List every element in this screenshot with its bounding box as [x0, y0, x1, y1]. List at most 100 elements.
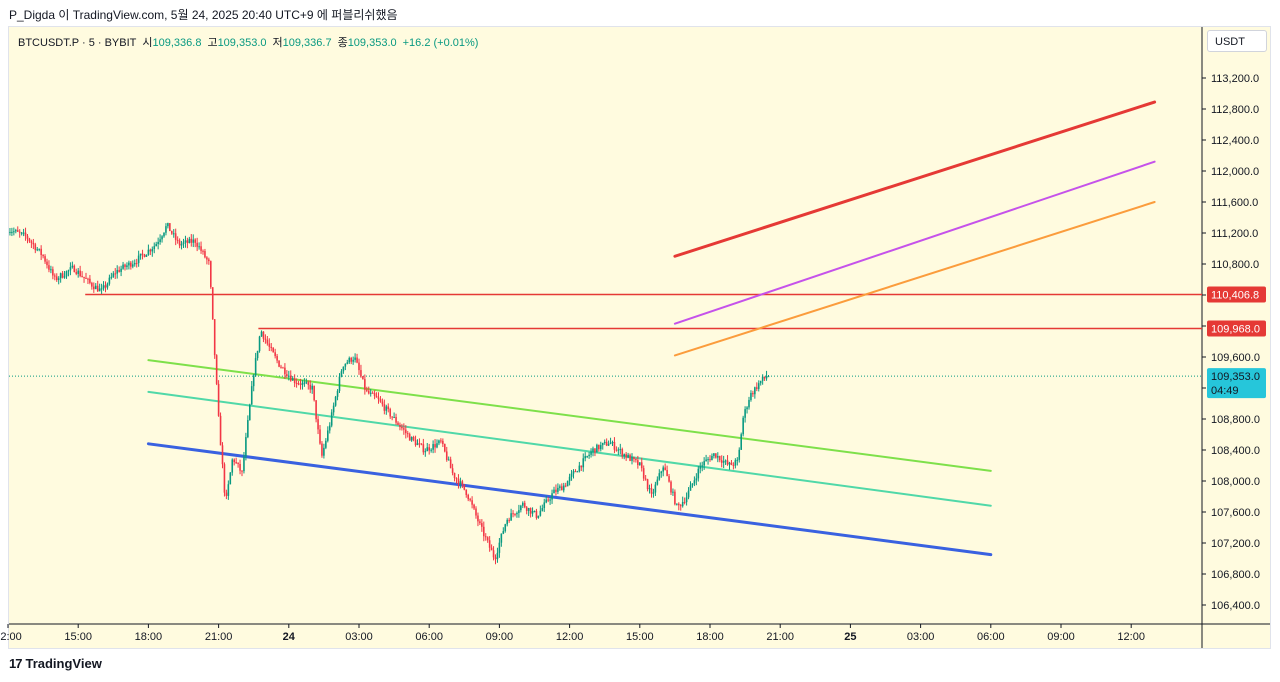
candle-body	[676, 503, 678, 505]
candle-body	[449, 459, 452, 469]
candle-body	[484, 536, 487, 538]
candle-body	[274, 352, 276, 357]
candle-body	[28, 238, 31, 242]
candle-body	[180, 244, 183, 246]
y-tick-label: 113,200.0	[1211, 73, 1259, 85]
candle-body	[332, 405, 335, 413]
symbol-label[interactable]: BTCUSDT.P · 5 · BYBIT	[18, 37, 137, 49]
candle-body	[479, 521, 481, 524]
candle-body	[377, 397, 380, 400]
candle-body	[574, 471, 577, 473]
candle-body	[623, 454, 625, 457]
candle-body	[445, 451, 448, 460]
candle-body	[442, 440, 444, 445]
candle-body	[301, 382, 304, 385]
candle-body	[278, 360, 280, 367]
candle-body	[715, 453, 717, 458]
candle-body	[631, 457, 633, 461]
x-tick-label: 03:00	[907, 631, 935, 643]
candle-body	[483, 526, 485, 537]
candle-body	[128, 262, 130, 266]
candle-body	[395, 417, 397, 423]
candle-body	[600, 445, 602, 450]
candle-body	[640, 462, 643, 469]
candle-body	[141, 253, 144, 255]
candle-body	[730, 462, 733, 465]
candle-body	[500, 533, 503, 543]
candle-body	[69, 267, 72, 271]
candle-body	[243, 456, 245, 472]
candle-body	[50, 269, 52, 271]
candle-body	[159, 239, 161, 242]
chart-pane[interactable]	[8, 26, 1271, 649]
candle-body	[412, 436, 415, 440]
candle-body	[149, 249, 152, 252]
candle-body	[165, 226, 167, 233]
currency-button[interactable]: USDT	[1207, 30, 1267, 52]
candle-body	[633, 457, 635, 460]
x-tick-label: 12:00	[556, 631, 584, 643]
candle-body	[96, 285, 99, 292]
candle-body	[364, 379, 366, 390]
candle-body	[122, 264, 124, 269]
candle-body	[229, 472, 232, 485]
candle-body	[311, 385, 313, 390]
candle-body	[297, 383, 300, 385]
candle-body	[405, 429, 407, 434]
candle-body	[174, 233, 177, 240]
candle-body	[110, 276, 113, 278]
candle-body	[453, 472, 456, 478]
candle-body	[204, 251, 206, 258]
y-tick-label: 108,800.0	[1211, 414, 1260, 426]
candle-body	[169, 223, 171, 232]
candle-body	[518, 510, 520, 513]
candle-body	[615, 449, 618, 451]
candle-body	[611, 441, 614, 443]
candle-body	[590, 451, 592, 455]
candle-body	[54, 275, 56, 277]
candle-body	[252, 375, 255, 387]
candle-body	[496, 552, 499, 560]
candle-body	[295, 383, 298, 385]
candle-body	[338, 376, 341, 391]
candle-body	[512, 513, 514, 515]
plot-area[interactable]	[7, 100, 1202, 565]
candle-body	[609, 442, 612, 445]
candle-body	[89, 278, 91, 283]
candle-body	[176, 239, 179, 241]
level-price-label: 109,968.0	[1211, 323, 1260, 335]
tradingview-logo[interactable]: 17 TradingView	[9, 656, 102, 671]
candle-body	[561, 486, 563, 491]
candle-body	[223, 464, 226, 493]
candle-body	[555, 489, 557, 492]
candle-body	[325, 440, 327, 448]
candle-body	[418, 443, 421, 445]
candle-body	[619, 449, 622, 451]
candle-body	[658, 473, 661, 480]
candle-body	[225, 492, 228, 496]
candle-body	[426, 447, 429, 452]
candle-body	[358, 362, 360, 371]
candle-body	[718, 455, 721, 461]
candle-body	[603, 441, 606, 443]
candle-body	[568, 476, 571, 482]
candle-body	[525, 507, 528, 511]
symbol-legend: BTCUSDT.P · 5 · BYBIT 시 109,336.8 고 109,35…	[18, 34, 478, 50]
candle-body	[260, 331, 263, 337]
candle-body	[709, 459, 711, 461]
candle-body	[147, 249, 150, 255]
candle-body	[527, 508, 530, 511]
candle-body	[57, 278, 60, 281]
candle-body	[135, 263, 138, 265]
y-tick-label: 112,000.0	[1211, 166, 1259, 178]
candle-body	[171, 231, 173, 234]
candle-body	[625, 454, 627, 458]
candle-body	[79, 270, 81, 276]
candle-body	[381, 401, 384, 405]
candle-body	[391, 416, 393, 418]
candle-body	[221, 445, 224, 465]
candle-body	[757, 383, 760, 389]
candle-body	[247, 420, 249, 438]
candle-body	[44, 256, 46, 262]
